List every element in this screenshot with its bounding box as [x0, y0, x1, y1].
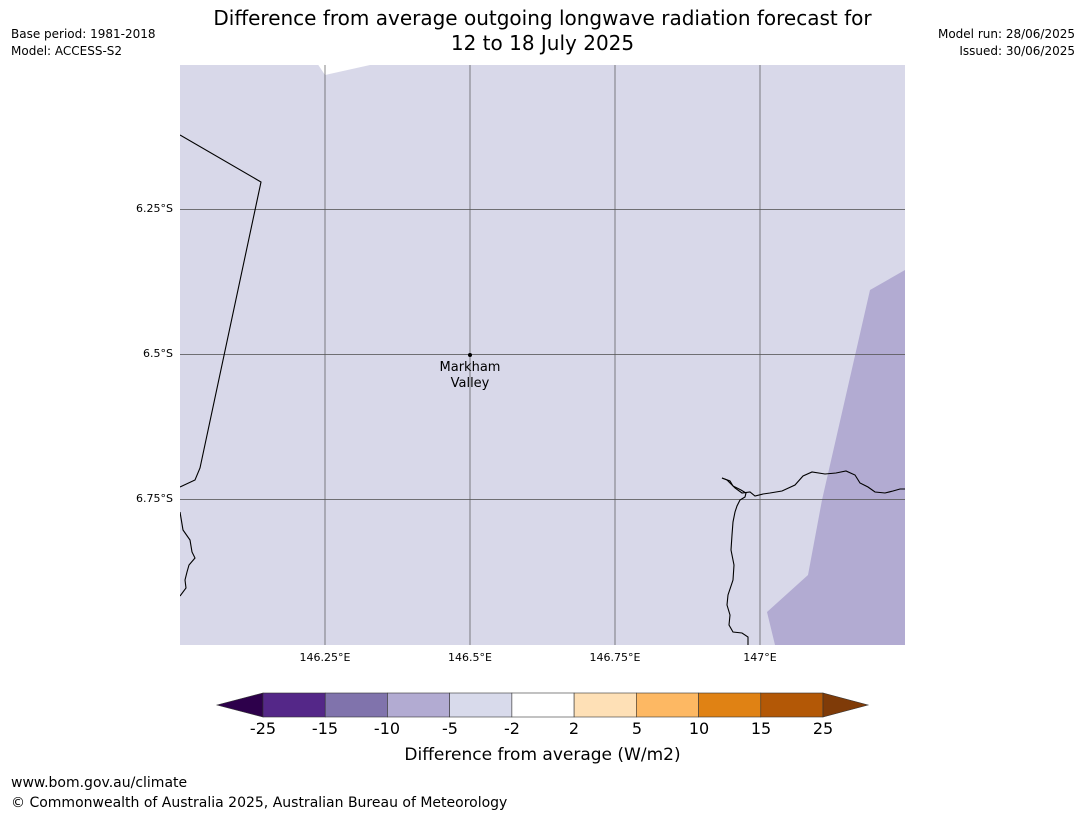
title-line-1: Difference from average outgoing longwav…	[213, 6, 872, 30]
colorbar-tick-label: -15	[311, 719, 339, 738]
map-title: Difference from average outgoing longwav…	[0, 6, 1085, 56]
colorbar-segment	[262, 692, 326, 718]
model-run-text: Model run: 28/06/2025	[937, 27, 1075, 41]
place-marker	[468, 353, 472, 357]
colorbar-segment	[698, 692, 762, 718]
colorbar-tick-label: -2	[504, 719, 520, 738]
colorbar-segment	[760, 692, 824, 718]
copyright-text: © Commonwealth of Australia 2025, Austra…	[11, 795, 508, 811]
north-coastline	[721, 470, 905, 497]
colorbar-segment	[387, 692, 450, 718]
colorbar-extend-low	[215, 692, 264, 718]
colorbar-segment	[324, 692, 388, 718]
colorbar-tick-label: 10	[688, 719, 710, 738]
map-fill-negative-region	[767, 270, 905, 645]
west-coastline	[180, 511, 196, 597]
gridlines	[180, 65, 905, 645]
base-period-text: Base period: 1981-2018	[11, 27, 156, 41]
river-line	[721, 477, 749, 645]
place-label-line-1: Markham	[439, 360, 501, 375]
website-link[interactable]: www.bom.gov.au/climate	[11, 775, 188, 791]
lon-tick-label: 146.25°E	[299, 651, 351, 664]
map-fill-background	[180, 65, 905, 645]
colorbar-segment	[573, 692, 637, 718]
colorbar-segment	[511, 692, 575, 718]
title-line-2: 12 to 18 July 2025	[450, 31, 635, 55]
colorbar-tick-label: 2	[568, 719, 580, 738]
lat-tick-label: 6.5°S	[143, 347, 173, 360]
colorbar-segment	[636, 692, 699, 718]
province-boundary-line	[180, 134, 262, 488]
map-panel	[180, 65, 905, 645]
colorbar-tick-label: 25	[812, 719, 834, 738]
colorbar-tick-label: -5	[442, 719, 458, 738]
place-label: Markham Valley	[420, 360, 520, 392]
place-label-line-2: Valley	[450, 376, 490, 391]
lon-tick-label: 146.5°E	[448, 651, 492, 664]
colorbar-tick-label: -25	[249, 719, 277, 738]
map-nodata-notch	[318, 65, 370, 75]
lon-tick-label: 147°E	[743, 651, 777, 664]
lat-tick-label: 6.25°S	[136, 202, 173, 215]
colorbar-label: Difference from average (W/m2)	[404, 745, 681, 765]
colorbar-segment	[449, 692, 513, 718]
colorbar-tick-label: 15	[750, 719, 772, 738]
colorbar	[215, 692, 870, 718]
colorbar-extend-high	[822, 692, 870, 718]
model-name-text: Model: ACCESS-S2	[11, 44, 123, 58]
issued-text: Issued: 30/06/2025	[959, 44, 1075, 58]
lon-tick-label: 146.75°E	[589, 651, 641, 664]
colorbar-tick-label: 5	[631, 719, 643, 738]
colorbar-tick-label: -10	[373, 719, 401, 738]
lat-tick-label: 6.75°S	[136, 492, 173, 505]
